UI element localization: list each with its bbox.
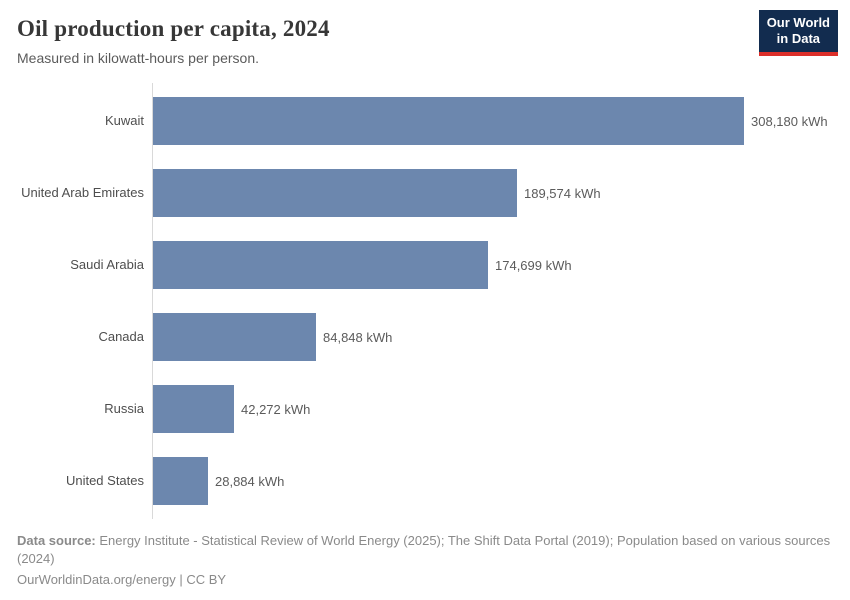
- bar-rows: Kuwait 308,180 kWh United Arab Emirates …: [17, 85, 833, 517]
- category-label: Russia: [104, 400, 144, 416]
- bar[interactable]: [153, 457, 208, 505]
- datasource-text: Energy Institute - Statistical Review of…: [17, 533, 831, 566]
- owid-logo[interactable]: Our World in Data: [758, 10, 838, 56]
- bar-track: 174,699 kWh: [152, 241, 833, 289]
- bar-chart: Kuwait 308,180 kWh United Arab Emirates …: [17, 83, 833, 519]
- value-label: 28,884 kWh: [215, 473, 285, 489]
- category-label: Kuwait: [104, 112, 144, 128]
- bar[interactable]: [153, 97, 744, 145]
- category-label: Saudi Arabia: [70, 256, 144, 272]
- owid-logo-text-line2: in Data: [776, 31, 821, 47]
- bar-track: 42,272 kWh: [152, 385, 833, 433]
- value-label: 42,272 kWh: [241, 401, 311, 417]
- category-label: United Arab Emirates: [21, 184, 144, 200]
- bar-row: United States 28,884 kWh: [17, 445, 833, 517]
- bar[interactable]: [153, 313, 316, 361]
- value-label: 84,848 kWh: [323, 329, 393, 345]
- page-title: Oil production per capita, 2024: [17, 16, 330, 41]
- chart-header: Oil production per capita, 2024 Measured…: [17, 16, 747, 66]
- bar-row: Russia 42,272 kWh: [17, 373, 833, 445]
- bar[interactable]: [153, 385, 234, 433]
- value-label: 189,574 kWh: [524, 185, 601, 201]
- bar-track: 189,574 kWh: [152, 169, 833, 217]
- bar-row: Kuwait 308,180 kWh: [17, 85, 833, 157]
- datasource-label: Data source:: [17, 533, 96, 548]
- bar[interactable]: [153, 169, 517, 217]
- bar-track: 84,848 kWh: [152, 313, 833, 361]
- owid-logo-text-line1: Our World: [766, 15, 830, 30]
- bar-row: Canada 84,848 kWh: [17, 301, 833, 373]
- license-link[interactable]: OurWorldinData.org/energy | CC BY: [17, 572, 227, 588]
- bar-row: Saudi Arabia 174,699 kWh: [17, 229, 833, 301]
- category-label: United States: [65, 472, 144, 488]
- datasource-line: Data source: Energy Institute - Statisti…: [17, 532, 833, 567]
- page-subtitle: Measured in kilowatt-hours per person.: [17, 50, 260, 66]
- value-label: 308,180 kWh: [751, 113, 828, 129]
- chart-footer: Data source: Energy Institute - Statisti…: [17, 532, 833, 589]
- bar[interactable]: [153, 241, 488, 289]
- y-axis-line: [152, 83, 153, 519]
- category-label: Canada: [98, 328, 144, 344]
- bar-row: United Arab Emirates 189,574 kWh: [17, 157, 833, 229]
- bar-track: 28,884 kWh: [152, 457, 833, 505]
- bar-track: 308,180 kWh: [152, 97, 833, 145]
- value-label: 174,699 kWh: [495, 257, 572, 273]
